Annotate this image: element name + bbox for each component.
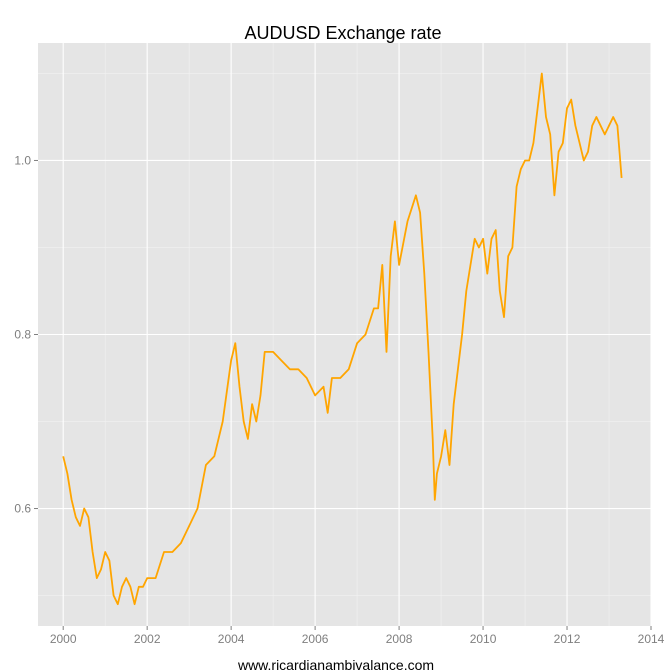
y-tick-label: 1.0 [14, 153, 31, 167]
chart-title: AUDUSD Exchange rate [244, 23, 441, 43]
x-tick-label: 2002 [134, 632, 161, 646]
x-tick-label: 2000 [50, 632, 77, 646]
series-line [62, 72, 623, 606]
x-tick-labels: 2000 2002 2004 2006 2008 2010 2012 2014 [50, 632, 665, 646]
major-grid [38, 43, 652, 626]
y-tick-labels: 0.6 0.8 1.0 [14, 153, 31, 515]
x-tick-label: 2014 [638, 632, 665, 646]
x-axis-label: www.ricardianambivalance.com [237, 657, 434, 672]
y-tick-label: 0.8 [14, 328, 31, 342]
x-tick-label: 2004 [218, 632, 245, 646]
series-layer [62, 72, 623, 606]
y-tick-label: 0.6 [14, 502, 31, 516]
x-tick-label: 2008 [386, 632, 413, 646]
axis-ticks [34, 159, 652, 630]
x-tick-label: 2006 [302, 632, 329, 646]
x-tick-label: 2010 [470, 632, 497, 646]
x-tick-label: 2012 [554, 632, 581, 646]
